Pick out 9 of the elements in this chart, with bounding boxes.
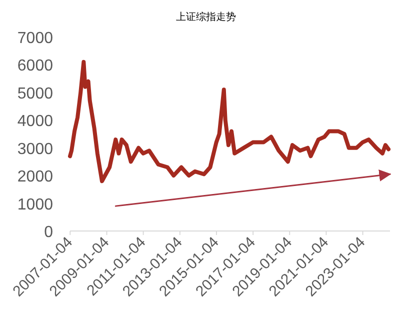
ytick: 4000	[17, 113, 53, 130]
ytick: 2000	[17, 168, 53, 186]
ytick: 6000	[17, 58, 53, 75]
ytick: 7000	[17, 30, 53, 47]
ytick: 3000	[17, 140, 53, 158]
ytick: 1000	[17, 196, 53, 214]
ytick: 0	[44, 224, 53, 241]
ytick: 5000	[17, 85, 53, 102]
title: 上证综指走势	[176, 12, 236, 23]
